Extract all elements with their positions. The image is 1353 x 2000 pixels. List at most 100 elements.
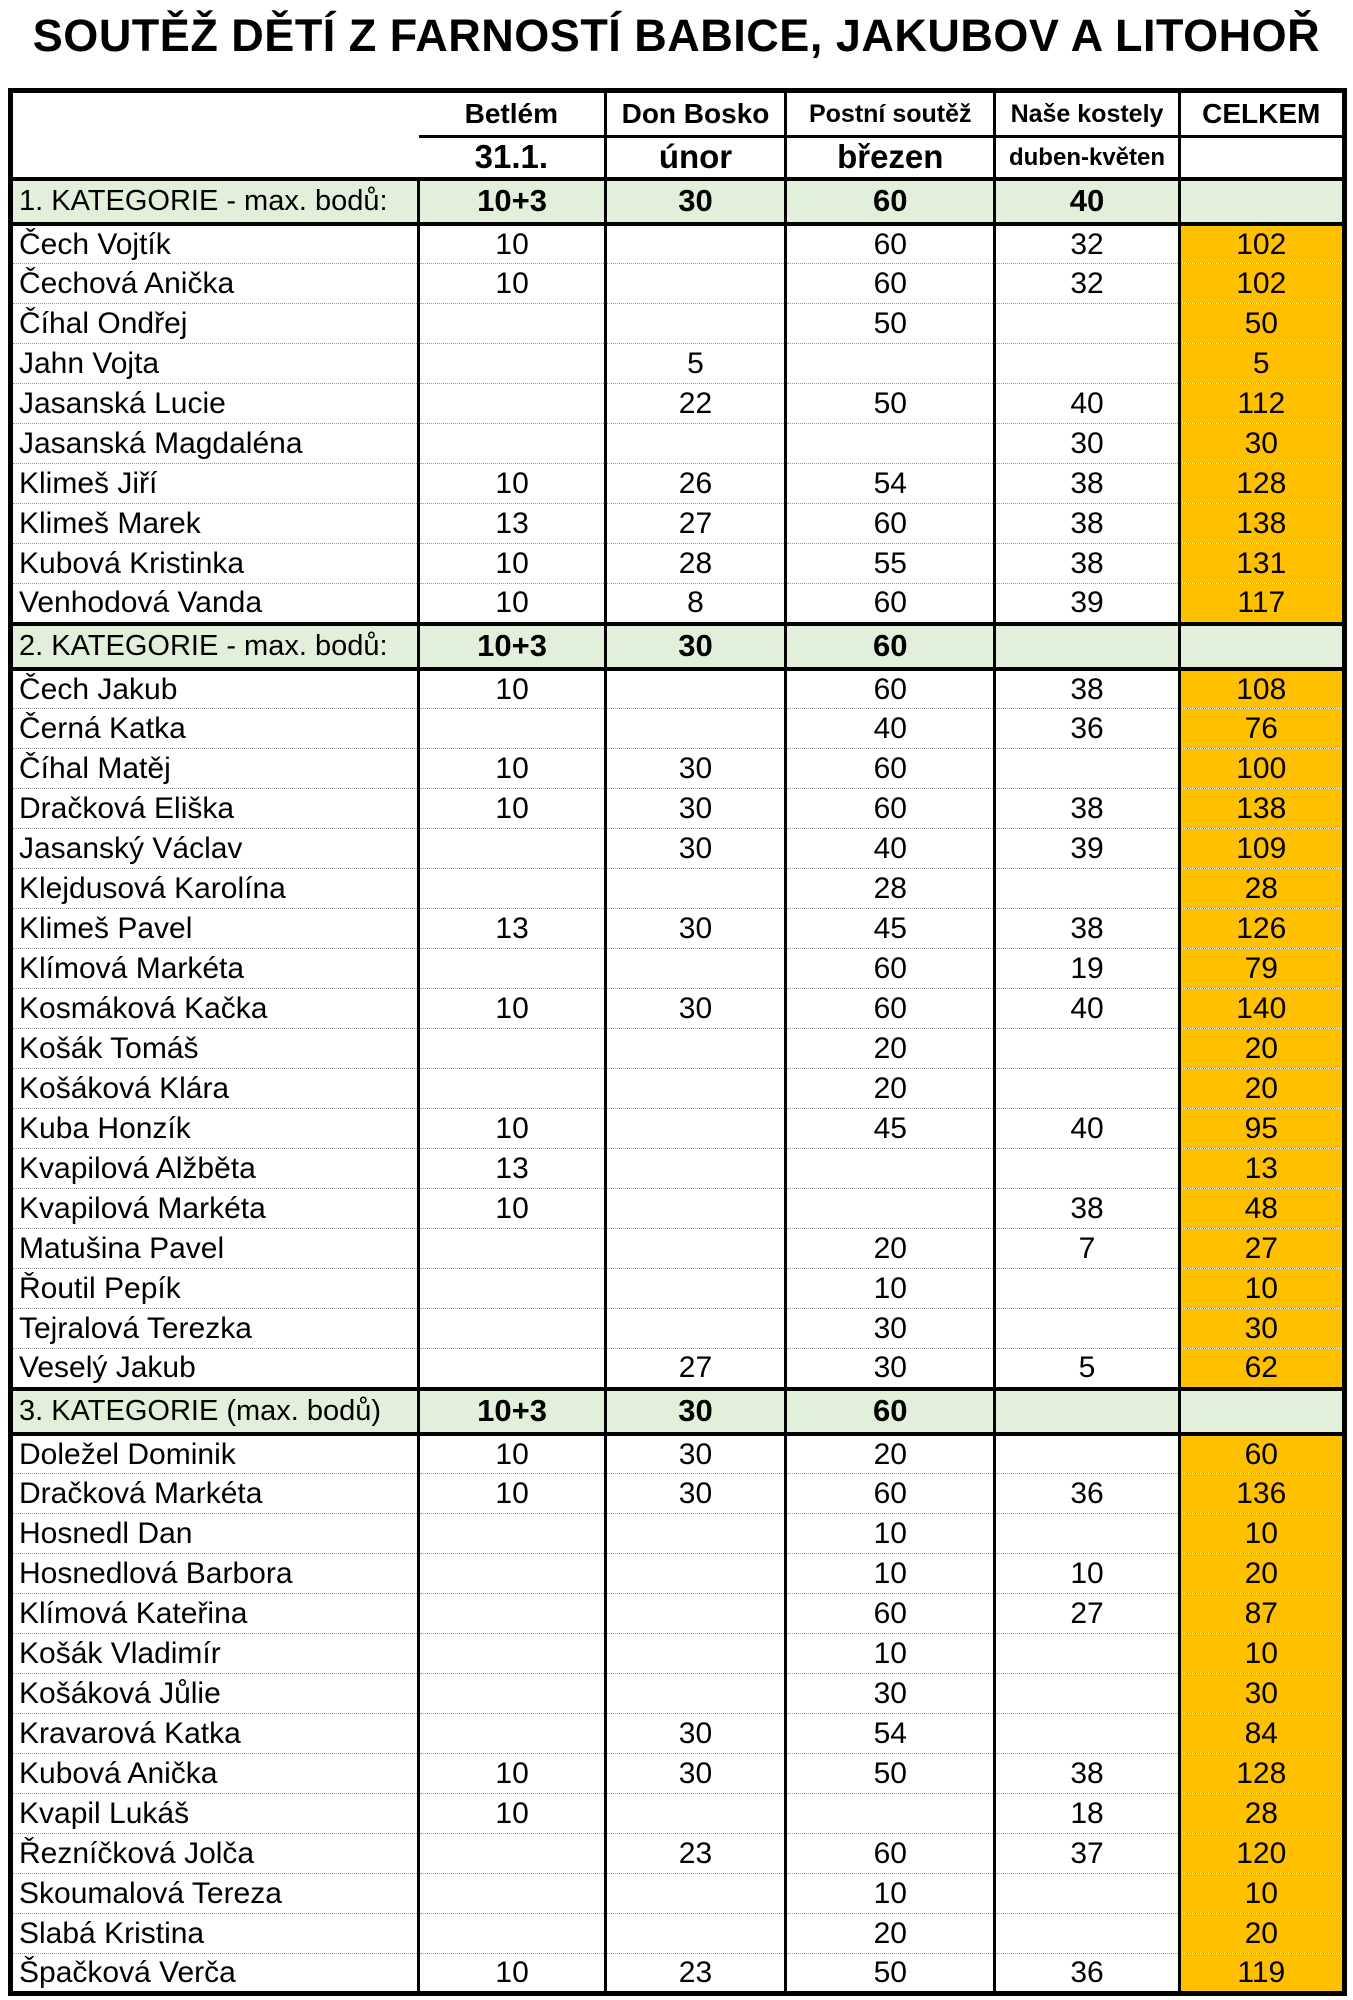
score-don-bosko [603, 1673, 786, 1714]
score-postni-soutez: 54 [784, 1713, 995, 1754]
date-header-row: 31.1. únor březen duben-květen [11, 135, 1345, 179]
score-postni-soutez: 40 [784, 828, 995, 869]
score-nase-kostely [993, 1633, 1180, 1674]
score-postni-soutez: 60 [784, 788, 995, 829]
score-postni-soutez: 10 [784, 1553, 995, 1594]
score-postni-soutez: 45 [784, 1108, 995, 1149]
category-max-postni-soutez: 60 [784, 176, 995, 226]
score-nase-kostely: 37 [993, 1833, 1180, 1874]
score-nase-kostely [993, 748, 1180, 789]
score-betlem [417, 423, 606, 464]
score-nase-kostely [993, 1268, 1180, 1309]
score-postni-soutez: 60 [784, 263, 995, 304]
score-betlem [417, 1553, 606, 1594]
score-don-bosko [603, 948, 786, 989]
score-nase-kostely: 38 [993, 503, 1180, 544]
score-betlem: 10 [417, 1108, 606, 1149]
table-row: Čech Vojtík 10 60 32 102 [10, 223, 1345, 264]
score-nase-kostely: 39 [993, 828, 1180, 869]
score-don-bosko [603, 1068, 786, 1109]
column-header-don-bosko: Don Bosko [603, 90, 786, 137]
score-celkem: 10 [1177, 1268, 1345, 1309]
participant-name: Číhal Matěj [10, 748, 419, 789]
participant-name: Košáková Jůlie [10, 1673, 419, 1714]
score-don-bosko [603, 668, 786, 709]
score-postni-soutez: 20 [784, 1228, 995, 1269]
score-nase-kostely: 38 [993, 1188, 1180, 1229]
score-celkem: 126 [1177, 908, 1345, 949]
participant-name: Veselý Jakub [10, 1348, 419, 1389]
score-betlem: 10 [417, 1433, 606, 1474]
participant-name: Čech Vojtík [10, 223, 419, 264]
score-celkem: 109 [1177, 828, 1345, 869]
table-row: Jasanská Lucie 22 50 40 112 [10, 383, 1345, 424]
category-total-cell [1177, 1386, 1345, 1436]
participant-name: Skoumalová Tereza [10, 1873, 419, 1914]
participant-name: Jasanská Lucie [10, 383, 419, 424]
score-betlem: 10 [417, 1953, 606, 1994]
score-celkem: 30 [1177, 423, 1345, 464]
score-postni-soutez: 10 [784, 1633, 995, 1674]
participant-name: Dračková Eliška [10, 788, 419, 829]
table-row: Klimeš Marek 13 27 60 38 138 [10, 503, 1345, 544]
score-betlem: 10 [417, 583, 606, 624]
table-row: Jasanská Magdaléna 30 30 [10, 423, 1345, 464]
score-postni-soutez: 60 [784, 988, 995, 1029]
score-postni-soutez: 55 [784, 543, 995, 584]
date-header-betlem: 31.1. [418, 135, 606, 179]
table-row: Kvapil Lukáš 10 18 28 [10, 1793, 1345, 1834]
table-row: Dračková Markéta 10 30 60 36 136 [10, 1473, 1345, 1514]
score-nase-kostely: 32 [993, 223, 1180, 264]
score-betlem: 10 [417, 263, 606, 304]
score-nase-kostely [993, 1148, 1180, 1189]
score-betlem [417, 1873, 606, 1914]
score-nase-kostely [993, 1913, 1180, 1954]
score-celkem: 28 [1177, 868, 1345, 909]
score-postni-soutez: 45 [784, 908, 995, 949]
score-celkem: 119 [1177, 1953, 1345, 1994]
score-nase-kostely [993, 343, 1180, 384]
table-row: Jahn Vojta 5 5 [10, 343, 1345, 384]
table-row: Kosmáková Kačka 10 30 60 40 140 [10, 988, 1345, 1029]
score-don-bosko: 27 [603, 503, 786, 544]
score-postni-soutez: 28 [784, 868, 995, 909]
score-celkem: 5 [1177, 343, 1345, 384]
category-row: 1. KATEGORIE - max. bodů: 10+3 30 60 40 [10, 176, 1345, 226]
participant-name: Kvapilová Markéta [10, 1188, 419, 1229]
participant-name: Tejralová Terezka [10, 1308, 419, 1349]
score-celkem: 20 [1177, 1553, 1345, 1594]
category-label: 3. KATEGORIE (max. bodů) [10, 1386, 419, 1436]
score-don-bosko [603, 423, 786, 464]
score-celkem: 138 [1177, 788, 1345, 829]
score-celkem: 76 [1177, 708, 1345, 749]
score-betlem [417, 1308, 606, 1349]
score-nase-kostely: 38 [993, 788, 1180, 829]
score-postni-soutez [784, 423, 995, 464]
score-don-bosko: 23 [603, 1953, 786, 1994]
score-table: Betlém Don Bosko Postní soutěž Naše kost… [8, 88, 1347, 1996]
score-nase-kostely: 30 [993, 423, 1180, 464]
score-betlem [417, 1713, 606, 1754]
score-nase-kostely: 38 [993, 1753, 1180, 1794]
table-row: Doležel Dominik 10 30 20 60 [10, 1433, 1345, 1474]
names-header-cell [10, 90, 419, 179]
score-betlem [417, 1833, 606, 1874]
score-postni-soutez: 30 [784, 1673, 995, 1714]
score-celkem: 87 [1177, 1593, 1345, 1634]
score-don-bosko: 5 [603, 343, 786, 384]
score-celkem: 117 [1177, 583, 1345, 624]
score-don-bosko [603, 1308, 786, 1349]
score-don-bosko: 30 [603, 748, 786, 789]
score-nase-kostely: 38 [993, 463, 1180, 504]
participant-name: Dračková Markéta [10, 1473, 419, 1514]
participant-name: Kravarová Katka [10, 1713, 419, 1754]
score-don-bosko: 23 [603, 1833, 786, 1874]
score-nase-kostely [993, 1713, 1180, 1754]
score-postni-soutez: 20 [784, 1433, 995, 1474]
category-max-betlem: 10+3 [417, 1386, 606, 1436]
score-postni-soutez: 20 [784, 1028, 995, 1069]
score-celkem: 136 [1177, 1473, 1345, 1514]
score-betlem [417, 948, 606, 989]
category-label: 1. KATEGORIE - max. bodů: [10, 176, 419, 226]
score-don-bosko: 30 [603, 1433, 786, 1474]
